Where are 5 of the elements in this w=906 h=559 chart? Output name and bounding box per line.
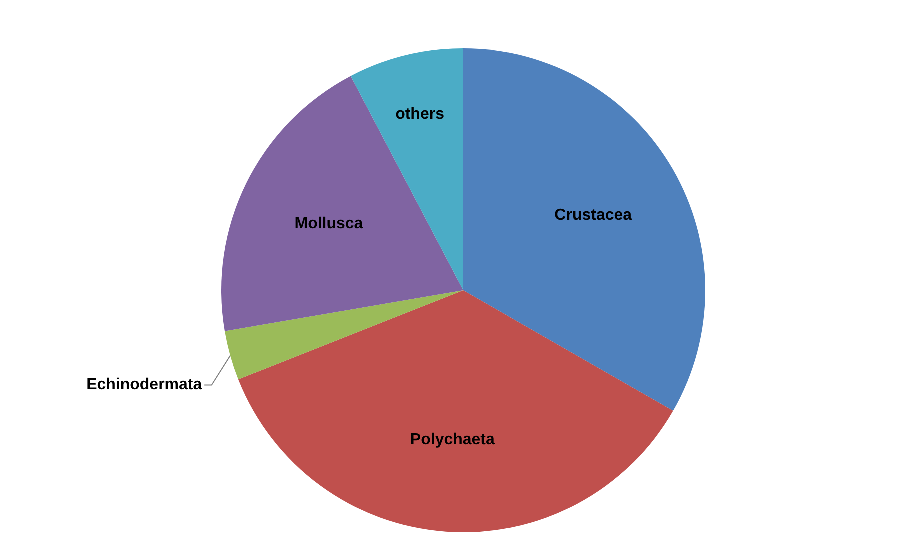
- slice-label: others: [396, 106, 445, 123]
- slice-label: Crustacea: [554, 206, 632, 224]
- slice-label: Mollusca: [294, 216, 364, 233]
- slice-label: Echinodermata: [86, 376, 202, 394]
- slice-label: Polychaeta: [410, 432, 496, 449]
